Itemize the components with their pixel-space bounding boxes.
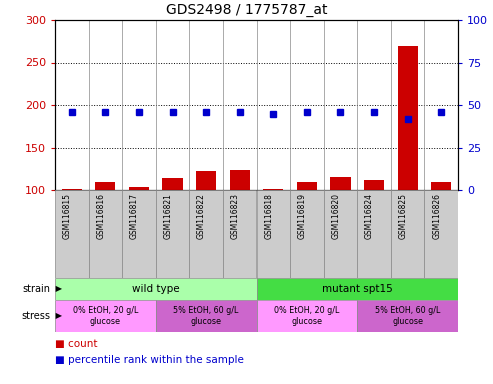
Text: GSM116819: GSM116819 xyxy=(298,193,307,238)
Bar xyxy=(290,190,324,278)
Text: ▶: ▶ xyxy=(53,311,62,321)
Text: GDS2498 / 1775787_at: GDS2498 / 1775787_at xyxy=(166,3,327,17)
Bar xyxy=(364,180,384,190)
Bar xyxy=(230,170,250,190)
Bar xyxy=(330,177,351,190)
Text: ■ percentile rank within the sample: ■ percentile rank within the sample xyxy=(55,355,244,365)
Text: GSM116815: GSM116815 xyxy=(63,193,72,238)
Text: ■ count: ■ count xyxy=(55,339,98,349)
Text: GSM116818: GSM116818 xyxy=(264,193,273,238)
Bar xyxy=(297,182,317,190)
Text: GSM116817: GSM116817 xyxy=(130,193,139,238)
Bar xyxy=(163,178,182,190)
Text: mutant spt15: mutant spt15 xyxy=(322,284,392,294)
Text: strain: strain xyxy=(22,284,50,294)
Text: 0% EtOH, 20 g/L
glucose: 0% EtOH, 20 g/L glucose xyxy=(274,306,340,326)
Bar xyxy=(256,300,357,332)
Text: 5% EtOH, 60 g/L
glucose: 5% EtOH, 60 g/L glucose xyxy=(375,306,440,326)
Bar xyxy=(189,190,223,278)
Bar xyxy=(156,300,256,332)
Bar xyxy=(156,190,189,278)
Bar xyxy=(357,190,391,278)
Bar xyxy=(324,190,357,278)
Text: stress: stress xyxy=(21,311,50,321)
Text: GSM116816: GSM116816 xyxy=(96,193,106,238)
Text: 0% EtOH, 20 g/L
glucose: 0% EtOH, 20 g/L glucose xyxy=(72,306,138,326)
Text: GSM116820: GSM116820 xyxy=(331,193,341,238)
Text: GSM116826: GSM116826 xyxy=(432,193,441,238)
Bar xyxy=(397,45,418,190)
Text: GSM116825: GSM116825 xyxy=(399,193,408,238)
Bar xyxy=(431,182,451,190)
Bar xyxy=(122,190,156,278)
Bar xyxy=(89,190,122,278)
Bar xyxy=(55,190,89,278)
Bar xyxy=(256,278,458,300)
Text: GSM116824: GSM116824 xyxy=(365,193,374,238)
Bar xyxy=(263,189,283,190)
Bar xyxy=(62,189,82,190)
Bar xyxy=(129,187,149,190)
Bar xyxy=(256,190,290,278)
Bar xyxy=(55,278,256,300)
Text: wild type: wild type xyxy=(132,284,179,294)
Bar xyxy=(424,190,458,278)
Text: GSM116821: GSM116821 xyxy=(164,193,173,238)
Bar xyxy=(391,190,424,278)
Bar xyxy=(196,171,216,190)
Text: GSM116822: GSM116822 xyxy=(197,193,206,238)
Text: GSM116823: GSM116823 xyxy=(231,193,240,238)
Text: ▶: ▶ xyxy=(53,285,62,293)
Bar xyxy=(223,190,256,278)
Text: 5% EtOH, 60 g/L
glucose: 5% EtOH, 60 g/L glucose xyxy=(174,306,239,326)
Bar xyxy=(357,300,458,332)
Bar xyxy=(95,182,115,190)
Bar xyxy=(55,300,156,332)
